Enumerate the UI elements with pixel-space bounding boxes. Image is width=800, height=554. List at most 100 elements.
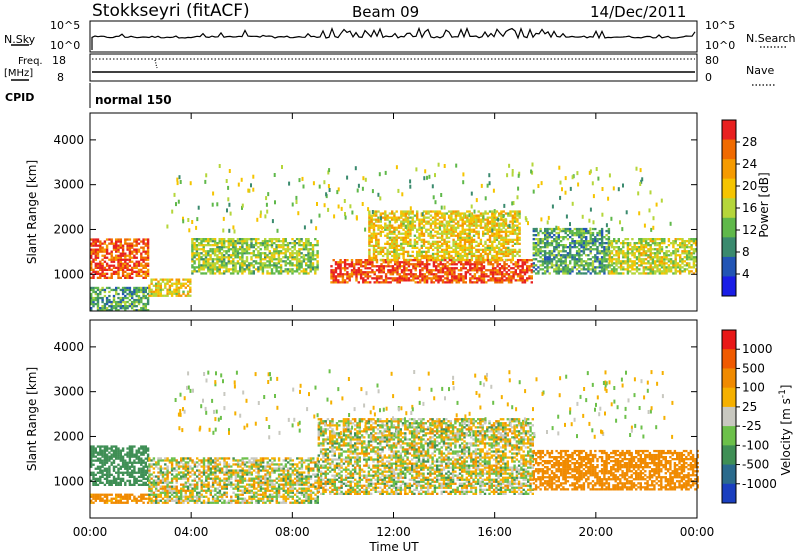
heatmap-cell [198, 252, 201, 255]
heatmap-cell [291, 202, 294, 207]
heatmap-cell [626, 244, 630, 247]
heatmap-cell [626, 238, 630, 241]
heatmap-cell [578, 240, 581, 243]
heatmap-cell [445, 234, 448, 237]
heatmap-cell [669, 266, 673, 269]
heatmap-cell [395, 248, 398, 251]
heatmap-cell [638, 211, 641, 216]
heatmap-cell [90, 252, 93, 255]
heatmap-cell [325, 192, 328, 197]
heatmap-cell [631, 260, 634, 263]
heatmap-cell [112, 296, 116, 300]
heatmap-cell [175, 294, 178, 297]
heatmap-cell [96, 276, 100, 279]
heatmap-cell [155, 282, 158, 285]
heatmap-cell [356, 188, 359, 193]
heatmap-cell [195, 244, 199, 247]
heatmap-cell [605, 266, 608, 269]
heatmap-cell [346, 277, 349, 280]
heatmap-cell [108, 252, 111, 255]
heatmap-cell [90, 459, 93, 462]
heatmap-cell [177, 292, 181, 295]
heatmap-cell [488, 226, 492, 229]
heatmap-cell [495, 238, 499, 241]
heatmap-cell [610, 246, 614, 249]
heatmap-cell [479, 242, 483, 245]
heatmap-cell [115, 471, 118, 474]
heatmap-cell [512, 277, 515, 280]
heatmap-cell [411, 254, 414, 258]
heatmap-cell [137, 479, 141, 482]
heatmap-cell [436, 246, 439, 249]
heatmap-cell [692, 266, 696, 269]
heatmap-cell [92, 471, 95, 474]
heatmap-cell [216, 256, 219, 259]
heatmap-cell [140, 309, 143, 312]
heatmap-cell [396, 277, 399, 280]
heatmap-cell [99, 262, 102, 265]
heatmap-cell [521, 267, 524, 270]
heatmap-cell [644, 272, 648, 275]
heatmap-cell [90, 288, 93, 292]
heatmap-cell [112, 461, 116, 464]
heatmap-cell [457, 220, 460, 223]
heatmap-cell [135, 457, 138, 460]
heatmap-cell [209, 266, 212, 269]
heatmap-cell [216, 246, 219, 249]
heatmap-cell [404, 214, 407, 217]
heatmap-cell [204, 272, 208, 275]
heatmap-cell [368, 240, 371, 243]
heatmap-cell [375, 250, 378, 253]
heatmap-cell [135, 300, 138, 304]
heatmap-cell [105, 471, 109, 474]
heatmap-cell [457, 238, 460, 241]
heatmap-cell [476, 265, 479, 268]
heatmap-cell [277, 266, 281, 269]
heatmap-cell [633, 272, 636, 275]
heatmap-cell [200, 242, 203, 245]
heatmap-cell [642, 244, 645, 247]
freq-label-line2: [MHz] [4, 68, 33, 79]
heatmap-cell [585, 254, 588, 257]
heatmap-cell [131, 445, 134, 448]
heatmap-cell [375, 212, 378, 215]
heatmap-cell [638, 256, 641, 259]
heatmap-cell [439, 279, 442, 282]
heatmap-cell [264, 264, 267, 267]
heatmap-cell [140, 300, 143, 304]
heatmap-cell [261, 266, 265, 269]
heatmap-cell [112, 469, 116, 472]
heatmap-cell [94, 481, 97, 484]
heatmap-cell [475, 232, 478, 235]
heatmap-cell [425, 267, 429, 270]
heatmap-cell [532, 262, 535, 265]
heatmap-cell [416, 230, 419, 233]
heatmap-cell [264, 252, 267, 255]
heatmap-cell [362, 265, 365, 268]
heatmap-cell [232, 250, 235, 253]
heatmap-cell [683, 252, 686, 255]
heatmap-cell [119, 266, 122, 269]
heatmap-cell [669, 258, 673, 261]
heatmap-cell [463, 212, 467, 215]
heatmap-cell [617, 246, 620, 249]
heatmap-cell [651, 260, 655, 263]
heatmap-cell [131, 242, 134, 245]
heatmap-cell [346, 275, 349, 278]
heatmap-cell [115, 270, 118, 273]
heatmap-cell [293, 248, 296, 251]
heatmap-cell [514, 263, 517, 266]
heatmap-cell [587, 240, 590, 243]
heatmap-cell [449, 216, 452, 221]
heatmap-cell [454, 212, 458, 215]
heatmap-cell [569, 227, 572, 231]
heatmap-cell [232, 238, 235, 241]
colorbar-tick-label: 12 [742, 223, 757, 237]
heatmap-cell [96, 262, 100, 265]
heatmap-cell [605, 248, 608, 251]
heatmap-cell [403, 259, 406, 262]
freq-label-line1: Freq. [18, 56, 43, 67]
heatmap-cell [131, 260, 134, 263]
heatmap-cell [503, 265, 506, 268]
heatmap-cell [472, 216, 476, 219]
